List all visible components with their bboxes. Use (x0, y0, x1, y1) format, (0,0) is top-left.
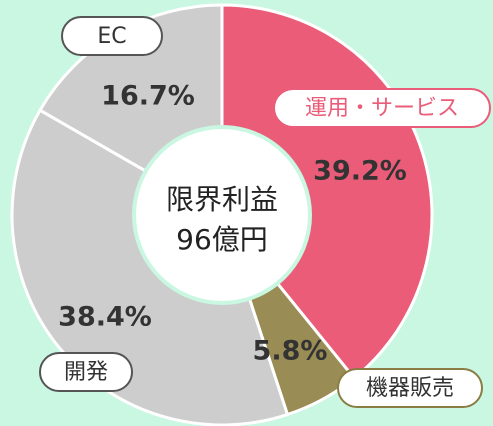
category-box (61, 16, 163, 56)
value-label: 16.7% (101, 81, 195, 112)
category-box (39, 352, 133, 392)
category-box (273, 88, 491, 128)
center-label: 96億円 (176, 223, 268, 256)
category-box (337, 368, 483, 408)
center-label: 限界利益 (166, 183, 278, 216)
value-label: 5.8% (253, 336, 328, 367)
category-label: 機器販売 (366, 376, 454, 401)
category-label: 運用・サービス (305, 96, 459, 121)
center-circle (132, 125, 312, 305)
category-label: 開発 (64, 360, 108, 385)
value-label: 38.4% (58, 302, 152, 333)
category-label: EC (97, 24, 126, 49)
value-label: 39.2% (313, 156, 407, 187)
